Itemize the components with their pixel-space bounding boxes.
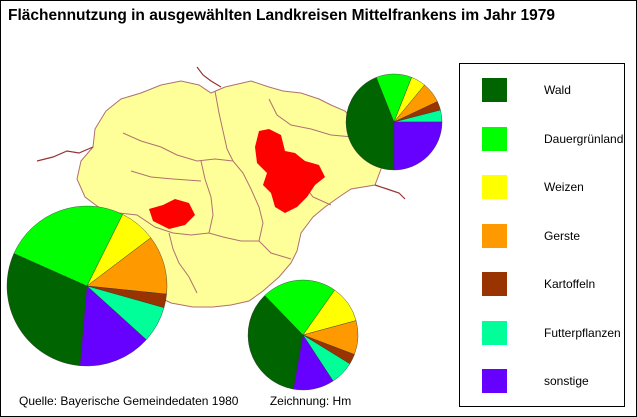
district-boundary [168,232,198,294]
river [374,184,406,200]
district-boundary [122,132,234,162]
pie-chart-nordost [345,73,443,171]
legend-item-weizen: Weizen [482,175,584,199]
district-boundary [100,208,259,242]
rivers [36,66,406,200]
legend-item-kartoffeln: Kartoffeln [482,272,595,296]
pie-slice-dauergr-nland [13,205,123,287]
pie-chart-sued [247,279,359,391]
pie-slice-wald [247,295,304,390]
legend-item-dauergruenland: Dauergrünland [482,126,624,151]
legend-item-wald: Wald [482,78,571,102]
legend-swatch-kartoffeln [482,272,507,296]
pie-slice-sonstige [393,121,443,171]
legend-swatch-sonstige [482,369,507,393]
river [36,146,94,162]
legend-label-gerste: Gerste [544,228,581,243]
pie-chart-west [6,205,168,367]
legend-swatch-wald [482,78,507,102]
district-boundary [268,98,354,138]
legend: Wald Dauergrünland Weizen Gerste Kartoffeln F… [459,63,625,407]
legend-swatch-gerste [482,223,507,248]
credit-note: Zeichnung: Hm [269,394,352,408]
map-title: Flächennutzung in ausgewählten Landkreis… [8,7,555,24]
district-boundary [250,188,292,260]
legend-label-dauergruenland: Dauergrünland [544,131,624,146]
pie-slice-gerste [86,237,168,295]
source-note: Quelle: Bayerische Gemeindedaten 1980 [19,394,239,408]
legend-swatch-futterpflanzen [482,320,507,345]
legend-item-sonstige: sonstige [482,369,589,393]
district-boundary [130,170,202,182]
pie-slice-sonstige [293,334,334,391]
river [196,66,222,88]
district-boundary [200,160,214,234]
selected-district-west [149,199,195,229]
legend-label-kartoffeln: Kartoffeln [544,277,596,291]
legend-item-futterpflanzen: Futterpflanzen [482,320,621,345]
pie-slice-wald [6,253,88,366]
pie-slice-wald [345,77,395,171]
pie-slice-sonstige [79,285,147,367]
legend-label-sonstige: sonstige [544,374,589,388]
legend-item-gerste: Gerste [482,223,581,248]
selected-district-north [255,129,325,213]
legend-label-wald: Wald [544,83,571,97]
pie-slice-dauergr-nland [264,279,335,336]
legend-swatch-dauergruenland [482,126,507,151]
legend-swatch-weizen [482,175,507,199]
footer: Quelle: Bayerische Gemeindedaten 1980 Ze… [19,394,351,408]
legend-label-weizen: Weizen [544,180,584,194]
legend-label-futterpflanzen: Futterpflanzen [544,325,621,340]
district-boundary [214,90,252,190]
